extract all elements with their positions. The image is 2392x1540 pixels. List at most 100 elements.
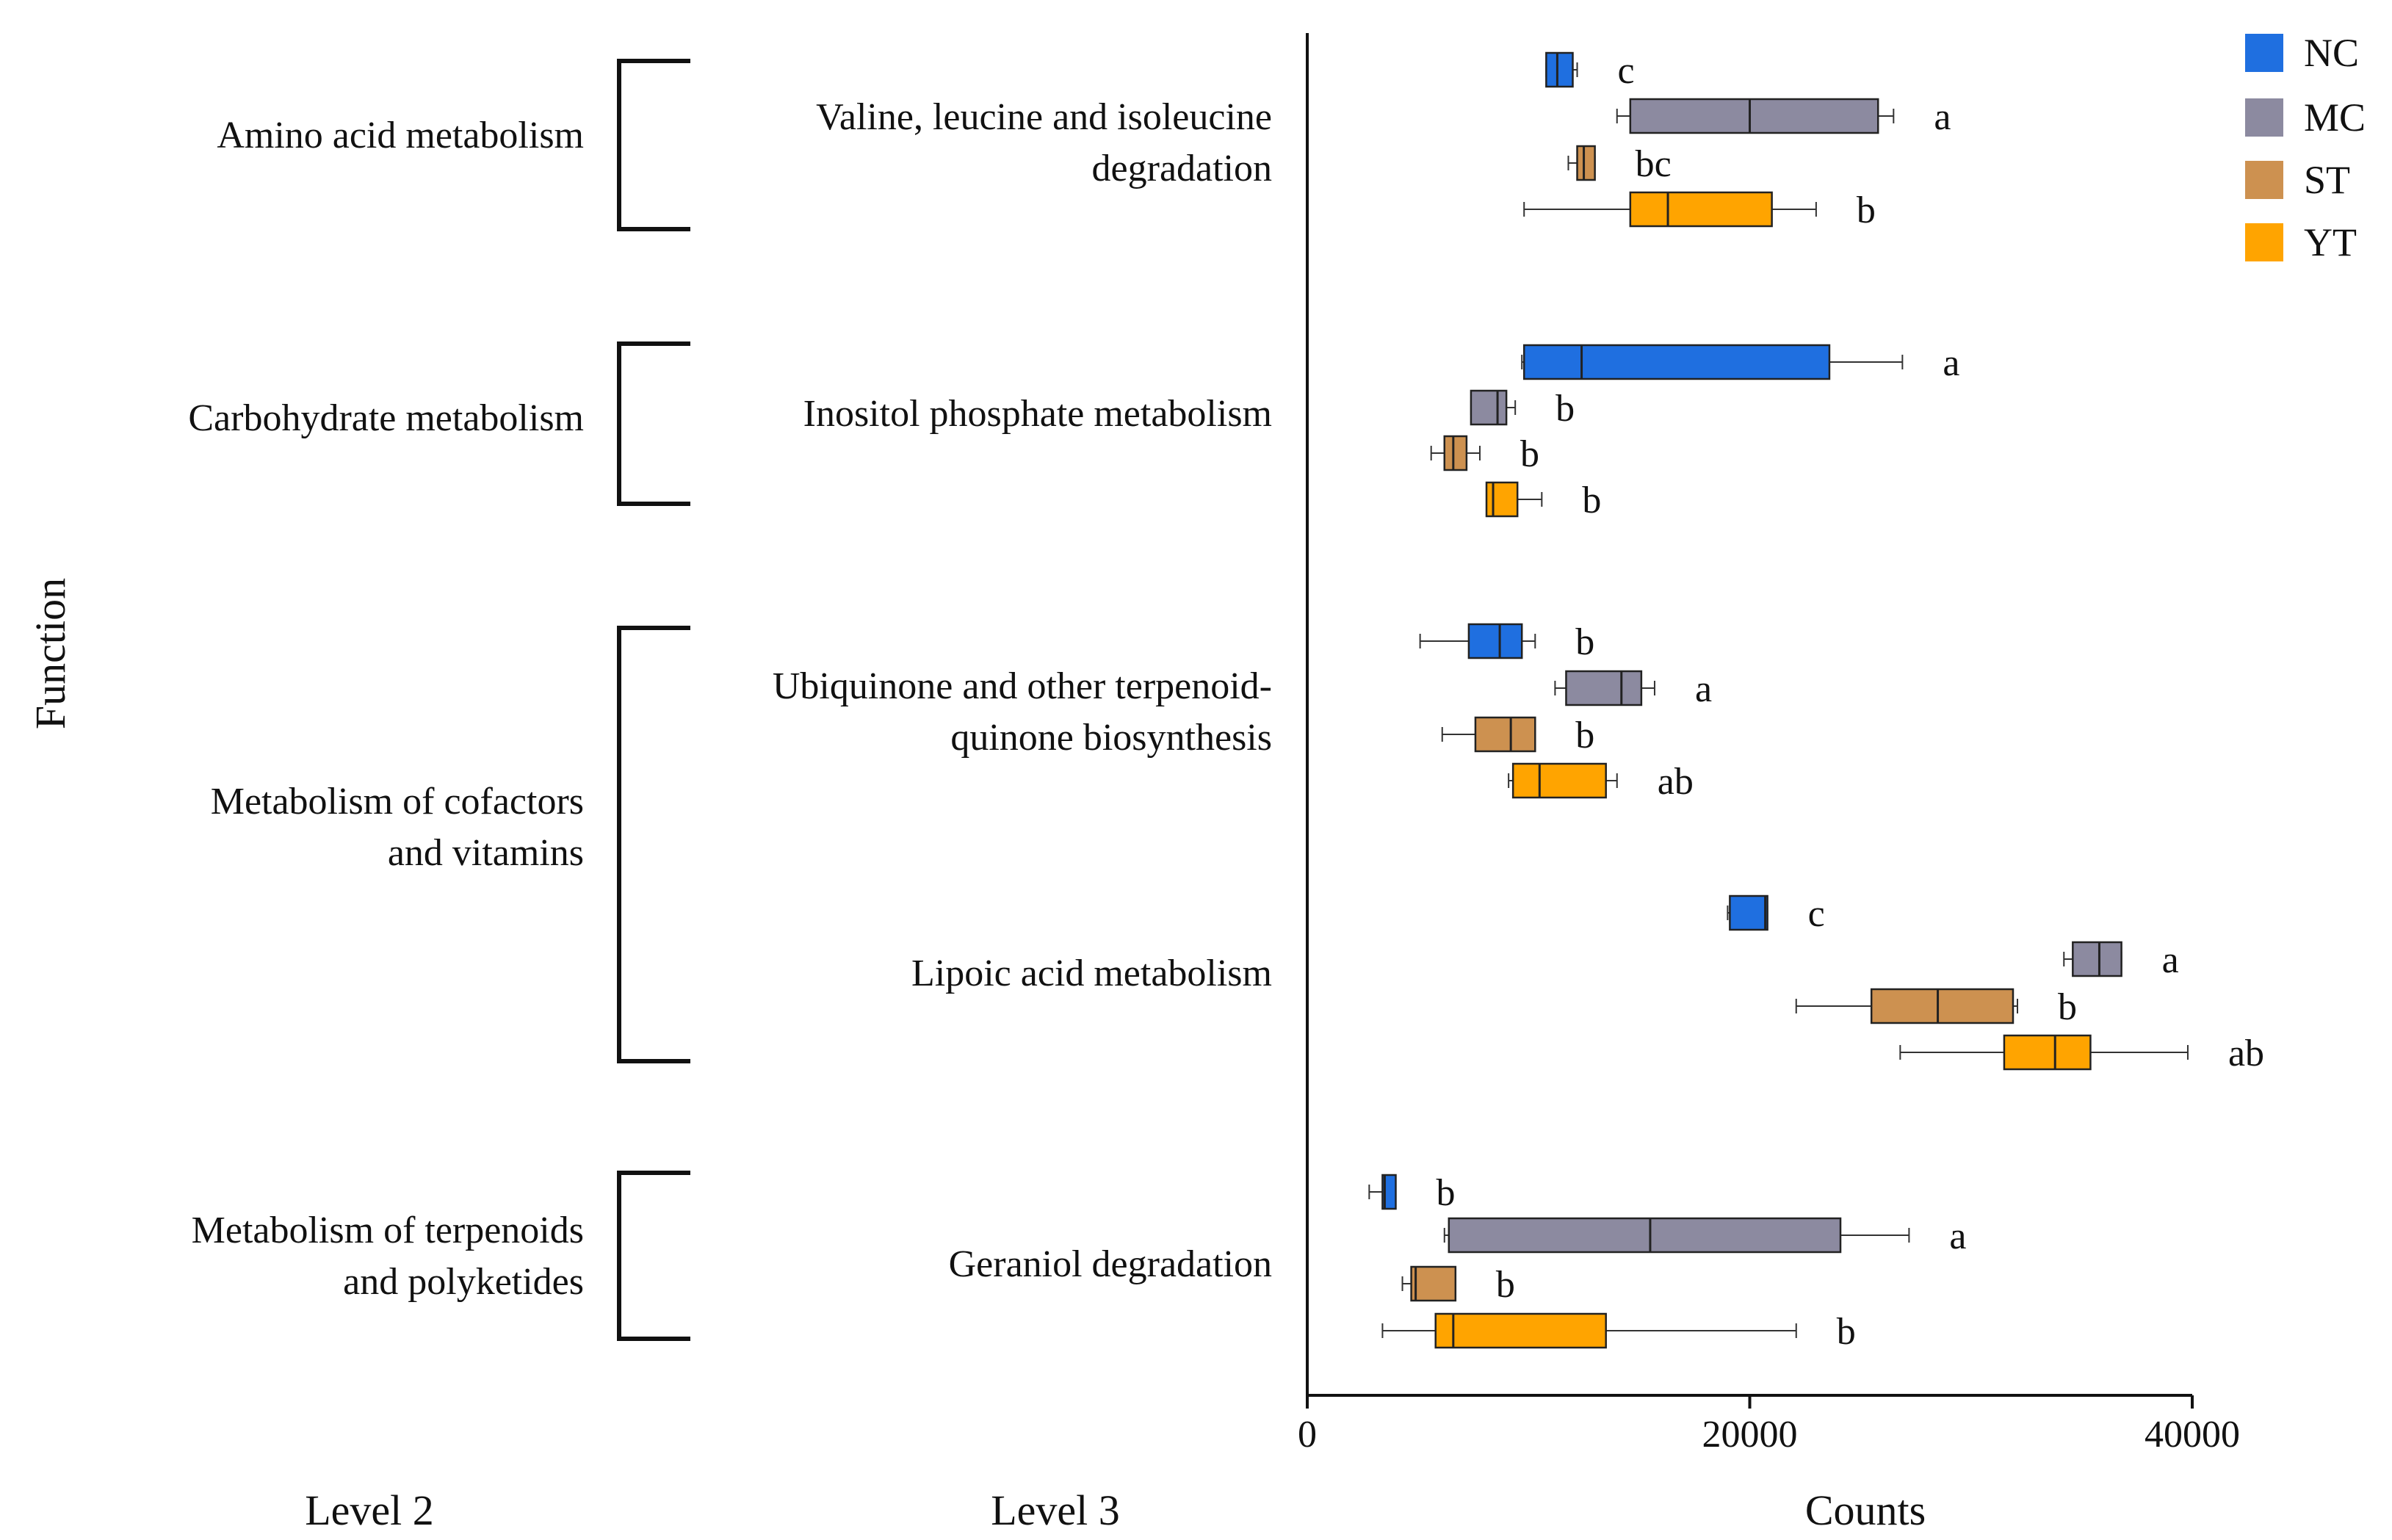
boxplot-nc: b (1419, 621, 1594, 663)
boxplot-yt: ab (1899, 1033, 2264, 1074)
iqr-box (1629, 98, 1879, 134)
iqr-box (2072, 941, 2122, 977)
significance-letter: b (1575, 715, 1594, 756)
level3-column-title: Level 3 (991, 1486, 1120, 1534)
significance-letter: a (1695, 668, 1712, 710)
significance-letter: b (1575, 621, 1594, 663)
level2-bracket (617, 341, 690, 506)
legend-swatch (2245, 98, 2283, 137)
level2-labels: Amino acid metabolism Carbohydrate metabo… (188, 59, 690, 1341)
iqr-box (1511, 762, 1607, 799)
iqr-box (1629, 191, 1773, 228)
significance-letter: c (1618, 50, 1635, 92)
significance-letter: a (1943, 342, 1959, 384)
boxplot-nc: c (1545, 50, 1635, 92)
boxplot-st: b (1430, 433, 1539, 475)
iqr-box (1729, 894, 1768, 931)
boxplot-mc: b (1470, 388, 1575, 430)
boxplot-st: b (1401, 1264, 1515, 1306)
significance-letter: a (1949, 1215, 1966, 1257)
x-axis-ticks: 0 20000 40000 (1298, 1395, 2240, 1456)
level3-label: Valine, leucine and isoleucine (816, 96, 1272, 138)
significance-letter: a (1934, 96, 1951, 138)
level3-label: degradation (1092, 148, 1272, 189)
iqr-box (1434, 1312, 1607, 1349)
level2-bracket (617, 59, 690, 231)
significance-letter: ab (1658, 761, 1694, 803)
boxplot-st: b (1441, 715, 1594, 756)
level2-label: and vitamins (388, 832, 584, 874)
significance-letter: b (1437, 1172, 1456, 1214)
boxplot-mc: a (2063, 939, 2179, 981)
boxplot-nc: c (1727, 893, 1825, 935)
legend-label: NC (2304, 31, 2359, 75)
legend-item-mc: MC (2245, 95, 2366, 140)
level2-bracket (617, 1171, 690, 1341)
boxplot-yt: b (1381, 1311, 1856, 1353)
iqr-box (1470, 389, 1508, 426)
legend-swatch (2245, 161, 2283, 199)
level3-label: Lipoic acid metabolism (911, 952, 1272, 994)
iqr-box (1565, 670, 1643, 706)
level3-label: Geraniol degradation (949, 1243, 1272, 1285)
x-tick-label: 0 (1298, 1414, 1317, 1456)
legend: NC MC ST YT (2245, 31, 2366, 264)
significance-letter: a (2162, 939, 2179, 981)
significance-letter: b (1555, 388, 1575, 430)
boxplot-yt: b (1523, 189, 1876, 231)
x-tick-label: 40000 (2145, 1414, 2240, 1456)
level3-label: Inositol phosphate metabolism (803, 393, 1272, 435)
boxplot-nc: a (1521, 342, 1959, 384)
level3-label: Ubiquinone and other terpenoid- (773, 665, 1272, 707)
iqr-box (1410, 1265, 1457, 1302)
level2-label: Metabolism of terpenoids (192, 1210, 584, 1251)
y-axis-title: Function (26, 578, 74, 729)
level2-column-title: Level 2 (305, 1486, 434, 1534)
boxplot-mc: a (1443, 1215, 1966, 1257)
boxplot-yt: ab (1508, 761, 1694, 803)
level2-label: Amino acid metabolism (217, 115, 584, 156)
boxplot-nc: b (1368, 1172, 1456, 1214)
boxplot-mc: a (1616, 96, 1951, 138)
level3-label: quinone biosynthesis (950, 717, 1272, 759)
legend-item-yt: YT (2245, 220, 2357, 264)
iqr-box (1545, 51, 1574, 88)
iqr-box (1474, 716, 1536, 753)
boxplot-yt: b (1485, 480, 1601, 521)
legend-item-st: ST (2245, 158, 2350, 202)
level2-label: Carbohydrate metabolism (188, 397, 584, 439)
iqr-box (1443, 435, 1468, 471)
level2-bracket (617, 626, 690, 1063)
legend-swatch (2245, 223, 2283, 261)
significance-letter: b (1837, 1311, 1856, 1353)
significance-letter: b (1857, 189, 1876, 231)
boxplot-mc: a (1554, 668, 1712, 710)
iqr-box (1448, 1217, 1842, 1254)
significance-letter: ab (2228, 1033, 2264, 1074)
legend-label: MC (2304, 95, 2366, 140)
boxplot-st: bc (1567, 143, 1672, 185)
significance-letter: b (1520, 433, 1539, 475)
legend-label: ST (2304, 158, 2350, 202)
iqr-box (1522, 344, 1831, 380)
level2-label: and polyketides (343, 1261, 584, 1303)
significance-letter: b (1496, 1264, 1515, 1306)
significance-letter: b (1582, 480, 1601, 521)
iqr-box (1381, 1174, 1397, 1210)
x-tick-label: 20000 (1702, 1414, 1798, 1456)
iqr-box (1467, 623, 1523, 659)
x-axis-title: Counts (1805, 1486, 1926, 1534)
level3-labels: Valine, leucine and isoleucine degradatio… (773, 96, 1272, 1285)
boxplot-st: b (1795, 986, 2077, 1028)
iqr-box (1576, 145, 1596, 181)
iqr-box (2003, 1034, 2092, 1071)
legend-swatch (2245, 34, 2283, 72)
significance-letter: bc (1636, 143, 1672, 185)
iqr-box (1485, 481, 1519, 518)
level2-label: Metabolism of cofactors (211, 781, 584, 823)
iqr-box (1870, 988, 2015, 1024)
significance-letter: c (1808, 893, 1825, 935)
legend-item-nc: NC (2245, 31, 2359, 75)
